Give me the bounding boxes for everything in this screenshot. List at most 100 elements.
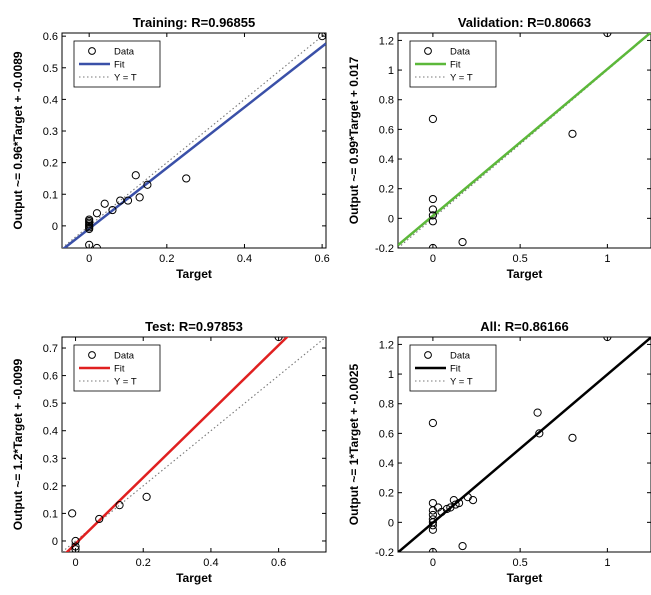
data-point	[428, 194, 437, 204]
data-point	[135, 193, 144, 202]
data-point	[568, 129, 577, 138]
data-point	[95, 514, 104, 524]
chart-panel-4: 0 0.5 1 -0.2 0 0.2 0.4 0.6 0.8 1 1.2 All: R=0.86166…	[347, 319, 651, 585]
legend-label-data: Data	[114, 351, 135, 362]
fit-line	[398, 337, 651, 552]
data-point	[123, 196, 133, 205]
legend-label-fit: Fit	[114, 60, 125, 71]
data-point	[533, 408, 542, 417]
x-tick-label: 0	[86, 253, 92, 265]
data-point	[428, 217, 437, 226]
data-point	[428, 521, 437, 530]
x-tick-label: 0.5	[512, 557, 527, 569]
y-tick-label: 0.3	[43, 453, 58, 465]
fit-line	[65, 337, 289, 552]
legend-data-marker	[88, 351, 96, 359]
y-tick-label: 0.2	[379, 488, 394, 500]
data-point	[468, 496, 478, 505]
data-point	[535, 429, 544, 438]
legend-label-data: Data	[450, 47, 471, 58]
x-tick-label: 0.6	[271, 557, 286, 569]
data-point	[108, 205, 117, 215]
data-point	[100, 199, 109, 208]
y-tick-label: 0	[388, 517, 394, 529]
data-point	[182, 174, 191, 183]
legend-data-marker	[424, 351, 432, 359]
x-tick-label: 0.2	[136, 557, 151, 569]
chart-title: All: R=0.86166	[480, 319, 569, 334]
x-tick-label: 0.4	[203, 557, 218, 569]
data-point	[458, 541, 467, 551]
y-tick-label: 0.5	[43, 63, 58, 75]
legend-label-identity: Y = T	[114, 377, 137, 388]
y-tick-label: -0.2	[375, 243, 394, 255]
legend: Data Fit Y = T	[409, 344, 497, 392]
data-point	[85, 240, 94, 248]
chart-panel-3: 0 0.2 0.4 0.6 0 0.1 0.2 0.3 0.4 0.5 0.6 0.7 Test: R=…	[11, 319, 327, 585]
data-point	[92, 243, 102, 248]
y-tick-label: -0.2	[375, 547, 394, 559]
data-point	[143, 180, 152, 189]
chart-panel-1: 0 0.2 0.4 0.6 0 0.1 0.2 0.3 0.4 0.5 0.6 Training: R…	[11, 15, 330, 281]
y-tick-label: 0.7	[43, 343, 58, 355]
legend-data-marker	[88, 47, 96, 55]
legend-label-identity: Y = T	[450, 377, 473, 388]
y-tick-label: 0.4	[379, 154, 394, 166]
data-point	[428, 114, 437, 124]
chart-panel-2: 0 0.5 1 -0.2 0 0.2 0.4 0.6 0.8 1 1.2 Validation: R=…	[347, 15, 651, 281]
data-point	[85, 215, 94, 224]
legend: Data Fit Y = T	[409, 40, 497, 88]
y-tick-label: 0.2	[43, 481, 58, 493]
data-point	[568, 433, 577, 442]
legend: Data Fit Y = T	[73, 344, 161, 392]
fit-line	[398, 33, 651, 247]
legend: Data Fit Y = T	[73, 40, 161, 88]
x-axis-label: Target	[507, 267, 543, 281]
y-tick-label: 1.2	[379, 339, 394, 351]
x-tick-label: 0.2	[159, 253, 174, 265]
y-tick-label: 0.4	[43, 94, 58, 106]
y-axis-label: Output ~= 1.2*Target + -0.0099	[11, 358, 25, 530]
data-point	[115, 501, 124, 510]
data-point	[428, 418, 437, 428]
y-tick-label: 1	[388, 65, 394, 77]
legend-label-identity: Y = T	[114, 73, 137, 84]
data-point	[131, 171, 140, 180]
x-tick-label: 0	[430, 557, 436, 569]
identity-line	[62, 33, 326, 248]
legend-label-identity: Y = T	[450, 73, 473, 84]
data-point	[116, 196, 125, 205]
y-axis-label: Output ~= 1*Target + -0.0025	[347, 363, 361, 525]
y-tick-label: 0.3	[43, 126, 58, 138]
chart-title: Validation: R=0.80663	[458, 15, 591, 30]
plot-content	[62, 33, 326, 248]
y-tick-label: 0.6	[379, 124, 394, 136]
data-point	[92, 209, 102, 218]
x-tick-label: 0.5	[512, 253, 527, 265]
chart-title: Test: R=0.97853	[145, 319, 243, 334]
legend-data-marker	[424, 47, 432, 55]
y-tick-label: 0.5	[43, 398, 58, 410]
x-axis-label: Target	[507, 571, 543, 585]
y-tick-label: 0.1	[43, 508, 58, 520]
data-point	[85, 224, 94, 234]
data-point	[428, 525, 437, 534]
legend-label-fit: Fit	[450, 60, 461, 71]
y-tick-label: 0.6	[43, 371, 58, 383]
y-tick-label: 0.1	[43, 189, 58, 201]
data-point	[458, 237, 467, 247]
y-tick-label: 1	[388, 369, 394, 381]
y-tick-label: 0.2	[379, 184, 394, 196]
y-tick-label: 0	[52, 536, 58, 548]
legend-label-fit: Fit	[450, 364, 461, 375]
legend-label-fit: Fit	[114, 364, 125, 375]
y-tick-label: 0.8	[379, 399, 394, 411]
y-tick-label: 0	[52, 221, 58, 233]
y-tick-label: 0	[388, 213, 394, 225]
x-tick-label: 0.4	[237, 253, 252, 265]
y-tick-label: 0.6	[43, 31, 58, 43]
data-point	[71, 536, 80, 546]
y-tick-label: 0.8	[379, 95, 394, 107]
x-axis-label: Target	[176, 571, 212, 585]
